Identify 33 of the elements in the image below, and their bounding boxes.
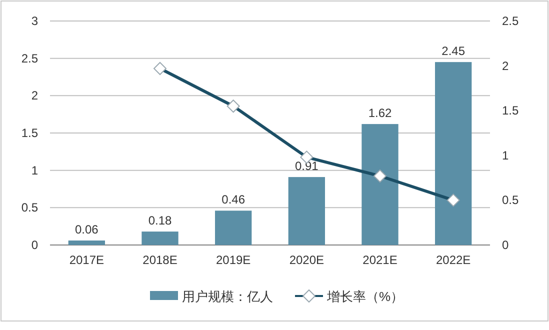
legend-label: 用户规模：亿人 <box>182 289 273 304</box>
y-tick-label: 0.5 <box>21 200 38 215</box>
y2-tick-label: 1.5 <box>502 104 520 118</box>
data-label: 0.91 <box>294 159 319 174</box>
data-label: 1.62 <box>368 106 392 120</box>
bar <box>288 177 325 245</box>
data-label: 0.46 <box>222 192 246 207</box>
y2-tick-label: 2 <box>502 58 509 73</box>
x-tick-label: 2022E <box>436 253 471 267</box>
y-tick-label: 3 <box>31 14 38 28</box>
legend-label: 增长率（%） <box>326 289 404 304</box>
bar <box>362 124 398 245</box>
x-tick-label: 2019E <box>216 253 251 267</box>
x-tick-label: 2017E <box>69 253 104 267</box>
y-tick-label: 2.5 <box>21 51 38 66</box>
y2-tick-label: 0 <box>502 238 509 252</box>
y-tick-label: 2 <box>31 88 38 103</box>
y-tick-label: 0 <box>31 238 38 252</box>
y2-tick-label: 1 <box>502 148 509 162</box>
data-label: 0.06 <box>74 222 99 237</box>
data-label: 0.18 <box>148 214 172 228</box>
x-tick-label: 2020E <box>289 253 324 267</box>
data-label: 2.45 <box>442 44 466 58</box>
y2-tick-label: 0.5 <box>502 193 520 208</box>
bar <box>68 240 105 245</box>
bar <box>435 62 472 245</box>
y2-tick-label: 2.5 <box>502 14 520 28</box>
x-tick-label: 2021E <box>362 253 398 267</box>
x-tick-label: 2018E <box>142 253 178 267</box>
bar <box>215 210 252 245</box>
y-tick-label: 1 <box>31 163 38 178</box>
bar <box>142 232 178 245</box>
y-tick-label: 1.5 <box>21 126 38 140</box>
